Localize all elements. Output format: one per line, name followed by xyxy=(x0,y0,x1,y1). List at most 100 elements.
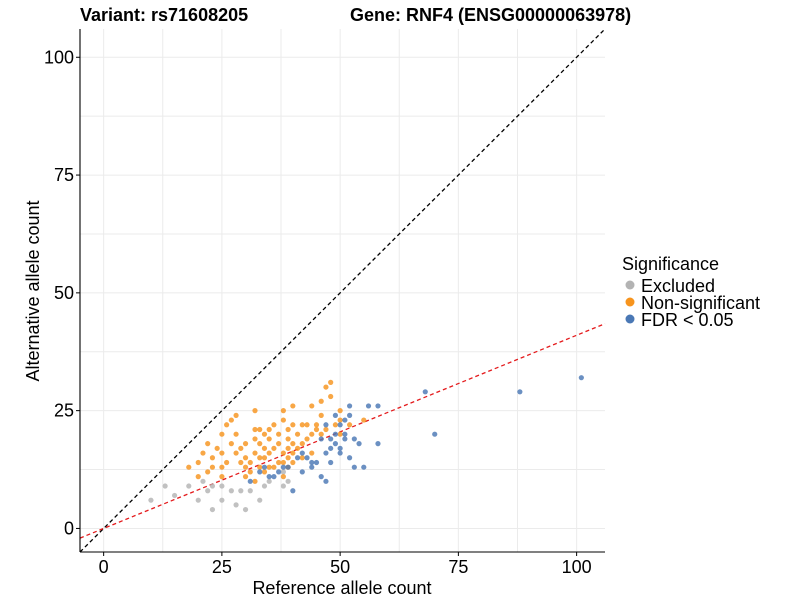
point-non-significant xyxy=(280,459,286,466)
x-tick-label: 75 xyxy=(448,557,468,577)
point-fdr-0-05 xyxy=(328,459,334,466)
point-non-significant xyxy=(290,422,296,428)
point-fdr-0-05 xyxy=(422,389,428,395)
legend-label: FDR < 0.05 xyxy=(641,310,734,330)
point-fdr-0-05 xyxy=(346,455,353,461)
point-non-significant xyxy=(242,464,249,470)
point-non-significant xyxy=(271,445,277,451)
point-non-significant xyxy=(313,426,320,433)
point-excluded xyxy=(257,497,263,503)
point-non-significant xyxy=(252,426,258,433)
y-tick-label: 50 xyxy=(54,283,74,303)
point-non-significant xyxy=(328,379,334,385)
point-non-significant xyxy=(304,422,310,428)
point-fdr-0-05 xyxy=(432,431,438,437)
legend-key xyxy=(625,297,635,307)
point-fdr-0-05 xyxy=(318,474,324,480)
point-non-significant xyxy=(290,459,296,466)
point-non-significant xyxy=(242,474,249,480)
point-excluded xyxy=(219,497,225,503)
point-non-significant xyxy=(266,436,272,442)
point-excluded xyxy=(171,492,178,499)
point-excluded xyxy=(238,488,244,494)
title-variant: Variant: rs71608205 xyxy=(80,5,248,25)
point-non-significant xyxy=(276,459,282,466)
point-excluded xyxy=(285,478,291,484)
point-non-significant xyxy=(304,436,310,442)
point-fdr-0-05 xyxy=(351,464,357,470)
point-non-significant xyxy=(238,445,244,451)
point-non-significant xyxy=(257,464,263,470)
point-non-significant xyxy=(276,431,282,437)
y-tick-label: 25 xyxy=(54,401,74,421)
point-non-significant xyxy=(290,441,296,447)
x-tick-label: 0 xyxy=(99,557,109,577)
point-fdr-0-05 xyxy=(328,436,334,442)
point-excluded xyxy=(261,483,268,489)
point-fdr-0-05 xyxy=(351,436,357,442)
y-tick-label: 75 xyxy=(54,165,74,185)
point-excluded xyxy=(148,497,154,503)
point-fdr-0-05 xyxy=(328,445,334,451)
point-non-significant xyxy=(247,469,253,475)
point-non-significant xyxy=(337,408,343,414)
point-non-significant xyxy=(257,455,263,461)
point-excluded xyxy=(280,483,286,489)
point-fdr-0-05 xyxy=(578,375,584,381)
point-non-significant xyxy=(257,426,263,433)
point-fdr-0-05 xyxy=(323,478,329,484)
point-non-significant xyxy=(209,464,216,470)
point-excluded xyxy=(205,488,211,494)
point-non-significant xyxy=(271,464,277,470)
point-fdr-0-05 xyxy=(247,478,253,484)
point-excluded xyxy=(242,506,249,513)
point-excluded xyxy=(200,478,206,484)
point-excluded xyxy=(219,483,225,489)
point-excluded xyxy=(186,483,192,489)
point-excluded xyxy=(209,483,216,489)
point-excluded xyxy=(162,483,168,489)
point-non-significant xyxy=(224,422,230,428)
legend-label: Non-significant xyxy=(641,293,760,313)
legend-key xyxy=(625,280,635,290)
point-fdr-0-05 xyxy=(276,469,282,475)
point-non-significant xyxy=(276,441,282,447)
point-fdr-0-05 xyxy=(290,488,296,494)
point-non-significant xyxy=(214,445,220,451)
point-non-significant xyxy=(318,398,324,404)
point-non-significant xyxy=(299,441,305,447)
point-excluded xyxy=(209,506,216,513)
point-non-significant xyxy=(294,445,301,451)
point-non-significant xyxy=(261,445,268,451)
point-non-significant xyxy=(195,459,201,466)
point-non-significant xyxy=(195,474,201,480)
point-non-significant xyxy=(219,474,225,480)
point-non-significant xyxy=(280,450,286,456)
point-non-significant xyxy=(323,384,329,390)
point-non-significant xyxy=(252,450,258,456)
point-fdr-0-05 xyxy=(309,464,315,470)
y-tick-label: 100 xyxy=(44,47,74,67)
point-non-significant xyxy=(186,464,192,470)
point-non-significant xyxy=(318,431,324,437)
point-non-significant xyxy=(205,469,211,475)
point-excluded xyxy=(266,478,272,484)
point-fdr-0-05 xyxy=(299,469,305,475)
point-excluded xyxy=(195,497,201,503)
point-non-significant xyxy=(346,422,353,428)
data-points xyxy=(148,375,584,513)
point-non-significant xyxy=(280,408,286,414)
point-non-significant xyxy=(247,459,253,466)
point-non-significant xyxy=(233,431,239,437)
point-fdr-0-05 xyxy=(332,441,339,447)
point-non-significant xyxy=(266,426,272,433)
point-non-significant xyxy=(323,426,329,433)
point-non-significant xyxy=(200,450,206,456)
y-axis-title: Alternative allele count xyxy=(23,200,43,381)
point-fdr-0-05 xyxy=(266,474,272,480)
point-fdr-0-05 xyxy=(375,403,381,409)
point-fdr-0-05 xyxy=(261,464,268,470)
point-non-significant xyxy=(299,455,305,461)
point-fdr-0-05 xyxy=(375,441,381,447)
